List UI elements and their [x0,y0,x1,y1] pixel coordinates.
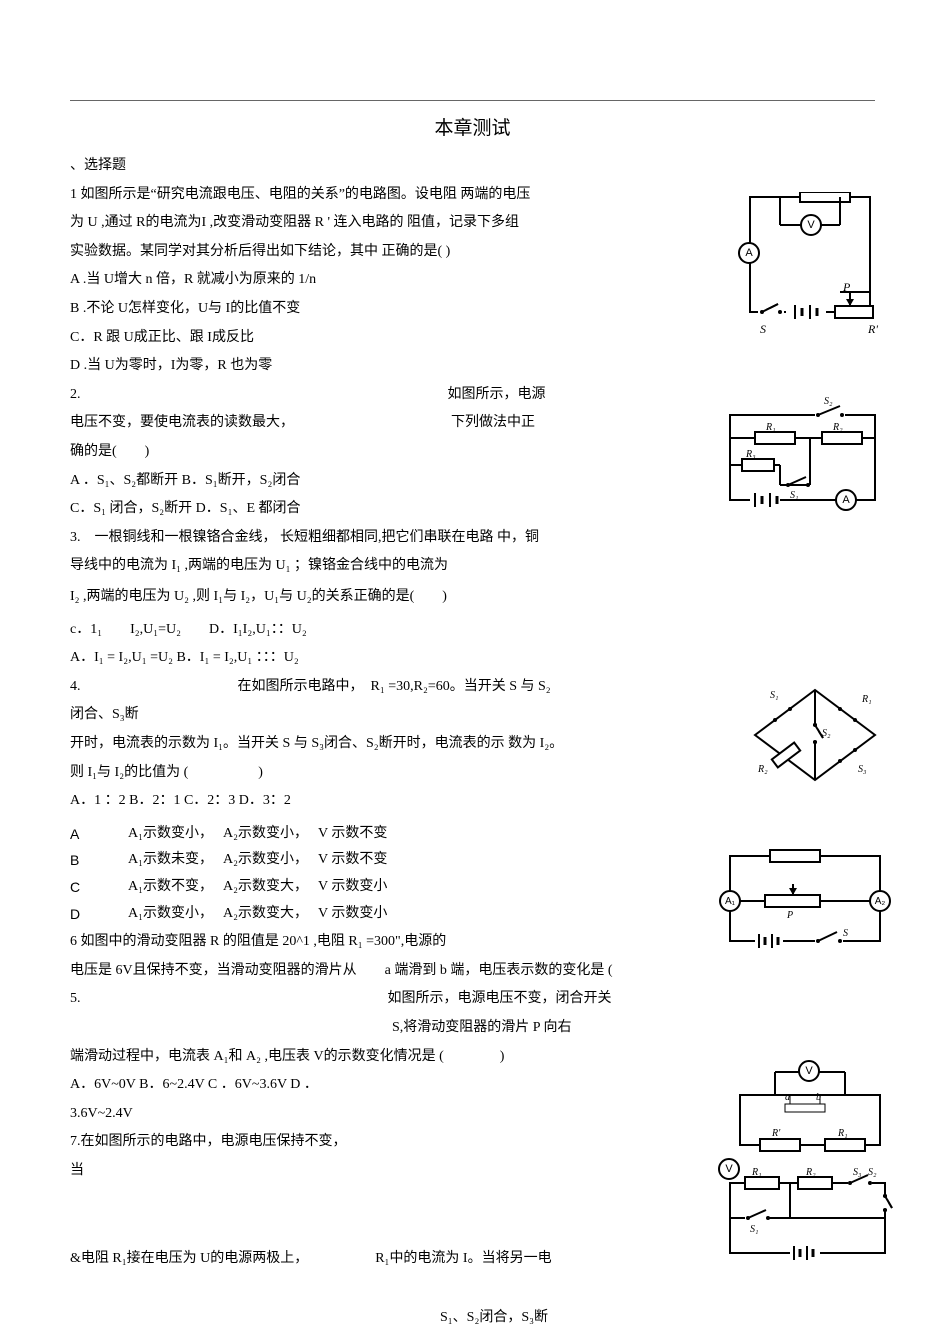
label-r1: R₁ [838,1124,848,1143]
label-r2: R₂ [806,1163,816,1182]
ammeter-icon: A [738,242,760,264]
ammeter1-icon: A₁ [719,890,741,912]
opt-text: A₂示数变大， [223,874,308,901]
page-title: 本章测试 [70,111,875,147]
q2-l2b: 下列做法中正 [451,415,535,430]
label-s1: S₁ [770,686,778,705]
voltmeter-icon: V [718,1158,740,1180]
q5-l1b: 如图所示，电源电压不变，闭合开关 [388,991,612,1006]
opt-text: A₂示数变大， [223,901,308,928]
ammeter-icon: A [835,489,857,511]
label-b: b [816,1088,821,1107]
section-heading: 、选择题 [70,153,875,180]
label-a: a [785,1088,790,1107]
dot: . [70,870,74,897]
schematic-svg [715,846,895,956]
opt-text: V 示数不变 [318,847,387,874]
q4-l1a: 4. [70,679,81,694]
q3-l2: 导线中的电流为 I₁ ,两端的电压为 U₁ ；镍铬金合线中的电流为 [70,553,875,580]
opt-text: A₁示数变小， [128,821,213,848]
schematic-svg [740,192,885,332]
circuit-diagram-q1: V A S P R' [740,192,885,332]
label-r2: R₂ [833,418,843,437]
q8-l1b: R₁中的电流为 I。当将另一电 [375,1251,551,1266]
q2-l2a: 电压不变，要使电流表的读数最大， [70,415,294,430]
label-s: S [760,318,766,341]
q3-opt1: c．1₁ I₂,U₁=U₂ D．I₁I₂,U₁：：U₂ [70,617,875,644]
q5-l2: S,将滑动变阻器的滑片 P 向右 [70,1015,875,1042]
label-r1: R₁ [862,690,872,709]
table-row: A A₁示数变小， A₂示数变小， V 示数不变 [70,821,875,848]
opt-text: A₁示数变小， [128,901,213,928]
q3-opt2: A．I₁ = I₂,U₁ =U₂ B．I₁ = I₂,U₁ ：：：U₂ [70,645,875,672]
opt-text: A₂示数变小， [223,821,308,848]
q6-l2: 电压是 6V且保持不变，当滑动变阻器的滑片从 a 端滑到 b 端，电压表示数的变… [70,958,875,985]
q8-l1a: &电阻 R₁接在电压为 U的电源两极上， [70,1251,308,1266]
opt-text: V 示数变小 [318,901,387,928]
label-s1: S₁ [790,486,798,505]
label-s1: S₁ [750,1220,758,1239]
q2-l1a: 2. [70,387,81,402]
circuit-diagram-q7: V R₁ R₂ S₃ S₁ S₂ [720,1158,895,1263]
opt-text: A₁示数未变， [128,847,213,874]
circuit-diagram-q5: A₁ A₂ P S [715,846,895,956]
q3-l1: 3. 一根铜线和一根镍铬合金线， 长短粗细都相同,把它们串联在电路 中，铜 [70,525,875,552]
ammeter2-icon: A₂ [869,890,891,912]
opt-label: A [70,821,92,848]
q8-l2: S₁、S₂闭合，S₃断 [70,1305,875,1332]
opt-text: A₁示数不变， [128,874,213,901]
label-r1: R₁ [766,418,776,437]
voltmeter-icon: V [800,214,822,236]
label-s: S [843,924,848,943]
label-p: P [787,906,793,925]
q4-l5: A．1 ：2 B．2：1 C．2：3 D．3：2 [70,788,875,815]
label-s2: S₂ [824,392,832,411]
label-r1: R₁ [752,1163,762,1182]
label-s3: S₃ [853,1163,861,1182]
circuit-diagram-q6: V a b R' R₁ [730,1060,890,1155]
circuit-diagram-q4: S₁ R₁ S₂ R₂ S₃ [740,680,890,790]
q1-d: D .当 U为零时，I为零，R 也为零 [70,353,875,380]
opt-text: A₂示数变小， [223,847,308,874]
voltmeter-icon: V [798,1060,820,1082]
label-r: R' [868,318,878,341]
label-s3: S₃ [858,760,866,779]
opt-text: V 示数变小 [318,874,387,901]
label-r3: R₃ [746,445,756,464]
q3-l3: I₂ ,两端的电压为 U₂ ,则 I₁与 I₂，U₁与 U₂的关系正确的是( ) [70,584,875,611]
label-p: P [843,276,850,299]
label-r2: R₂ [758,760,768,779]
q2-l1b: 如图所示，电源 [448,387,546,402]
label-s2: S₂ [822,724,830,743]
q5-l1: 5. 如图所示，电源电压不变，闭合开关 [70,986,875,1013]
label-s2: S₂ [868,1163,876,1182]
label-r: R' [772,1124,780,1143]
q4-l1b: 在如图所示电路中， R₁ =30,R₂=60。当开关 S 与 S₂ [238,679,551,694]
circuit-diagram-q2: A R₁ R₂ R₃ S₁ S₂ [720,390,890,520]
q5-l1a: 5. [70,991,81,1006]
top-rule [70,100,875,101]
opt-text: V 示数不变 [318,821,387,848]
opt-label: D [70,901,92,928]
